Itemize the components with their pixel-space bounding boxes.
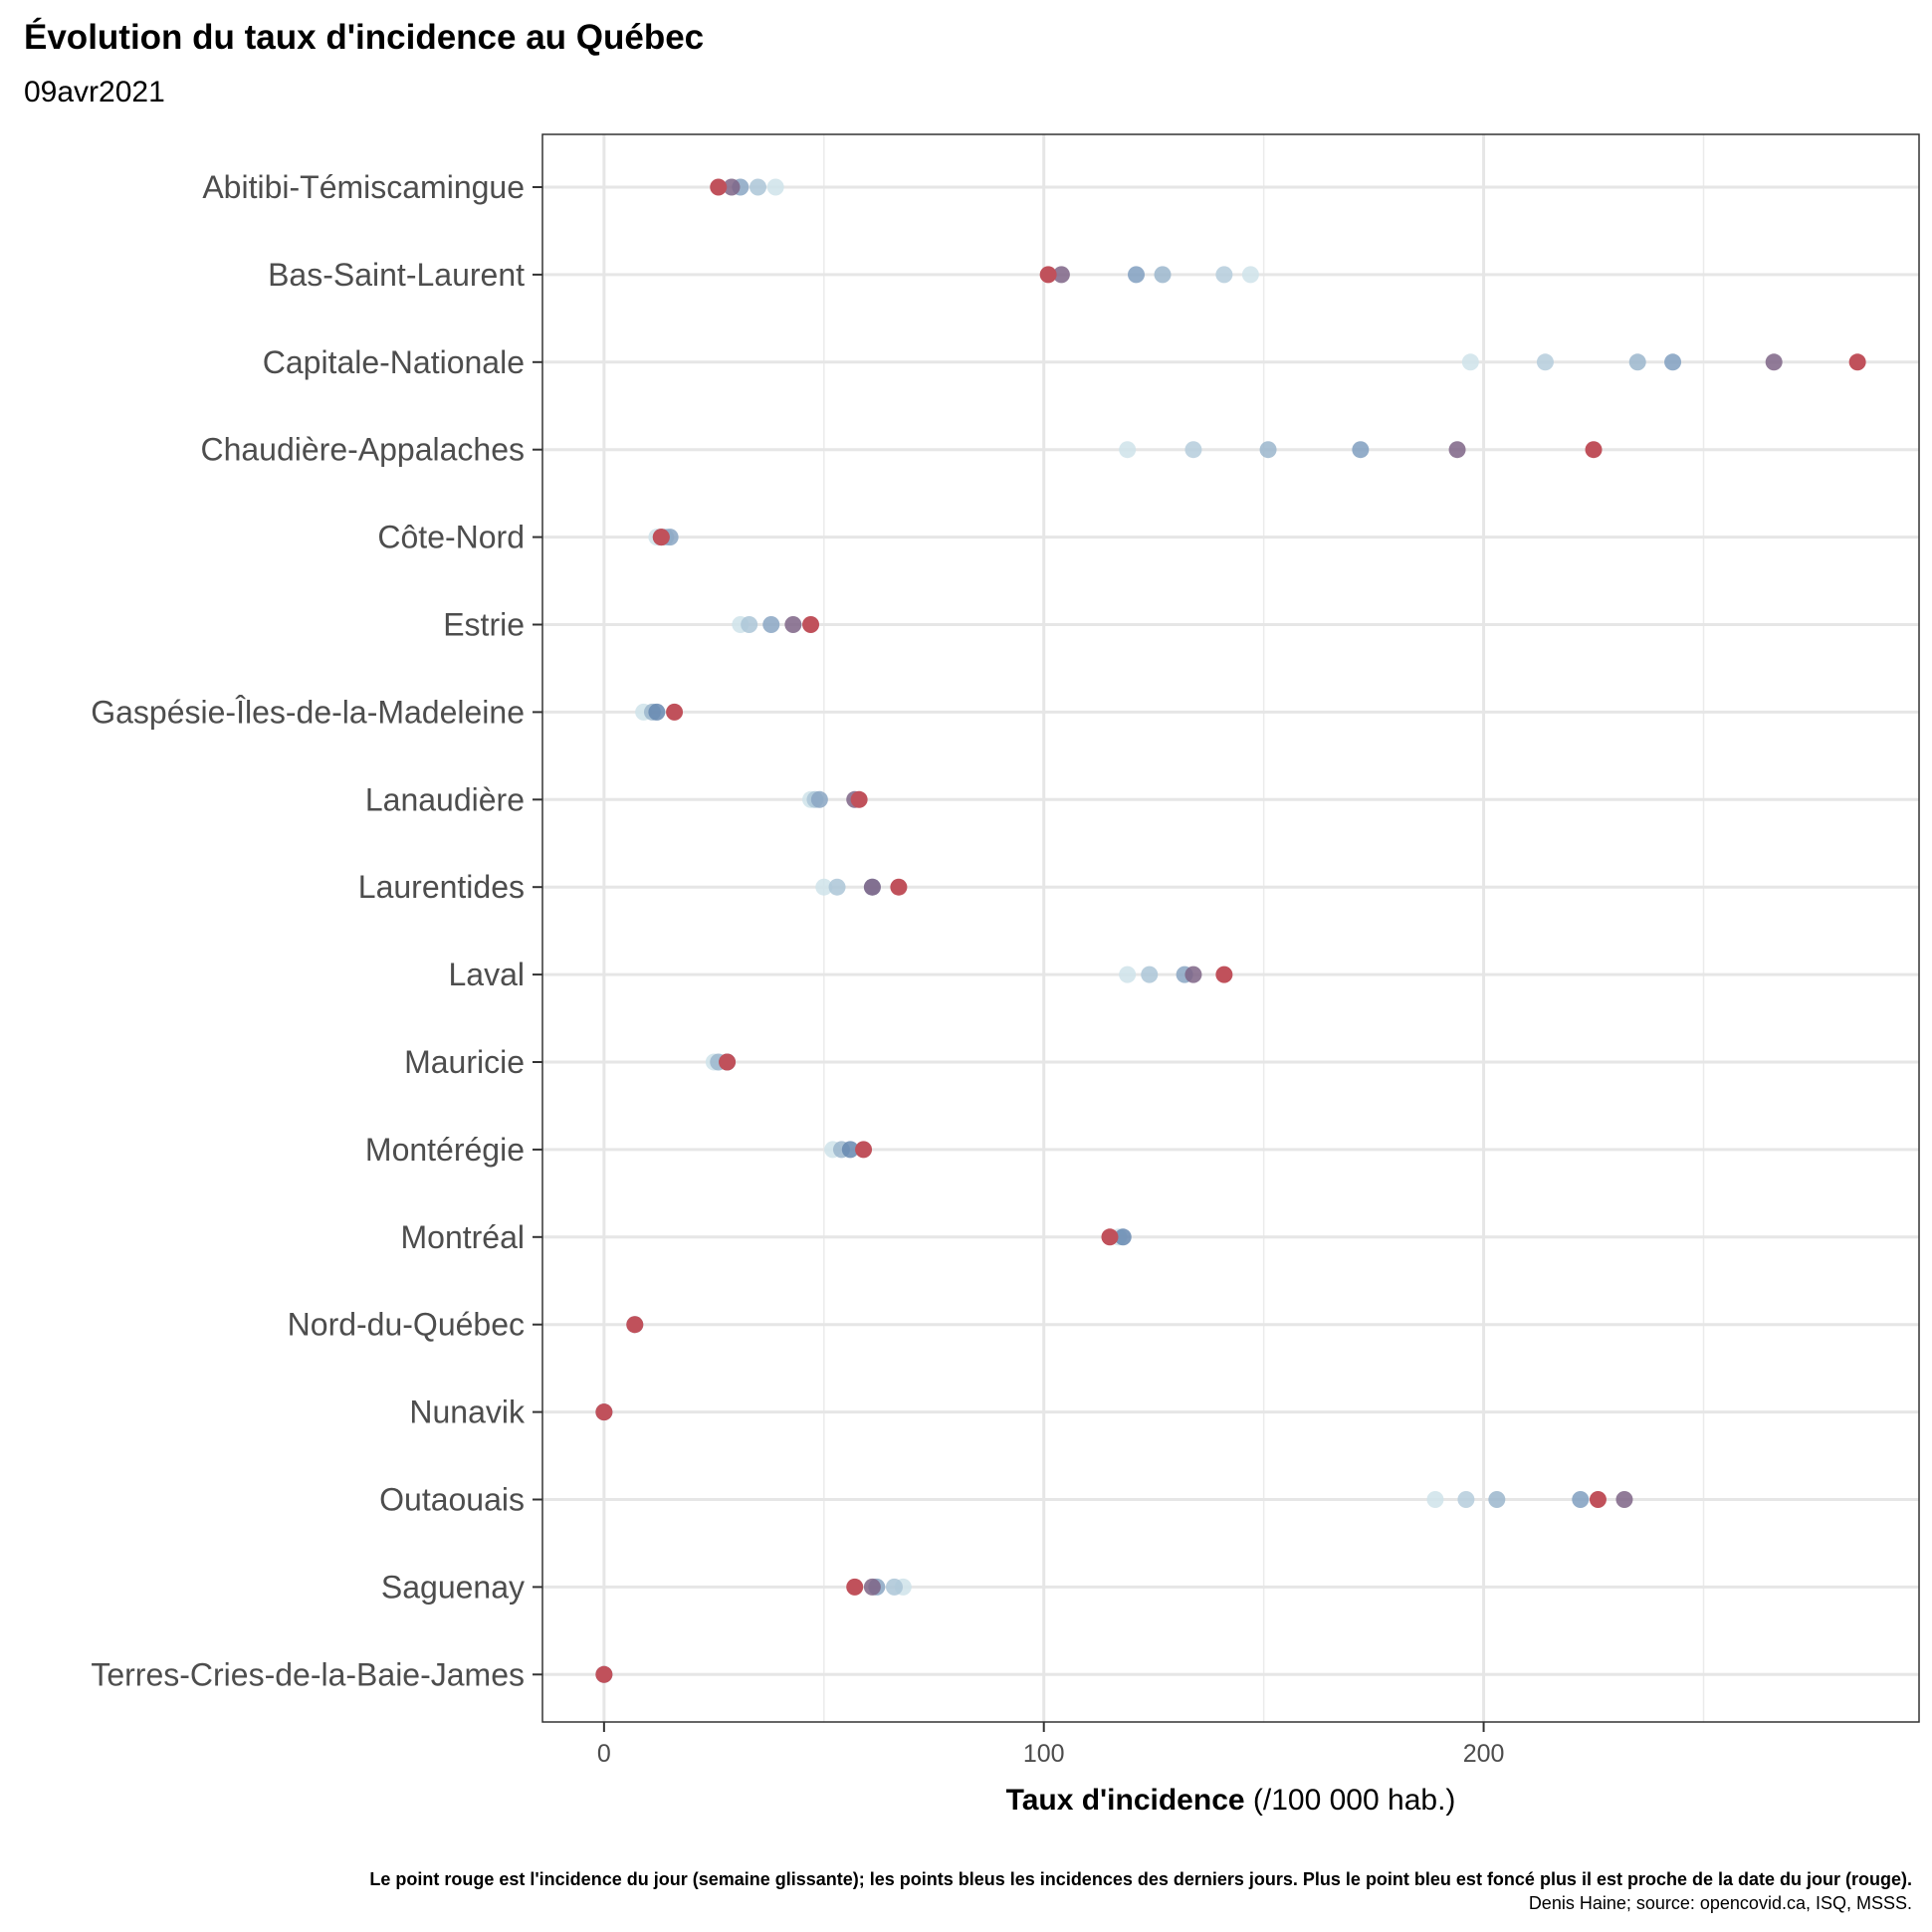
history-point bbox=[1184, 441, 1202, 459]
y-axis-label: Lanaudière bbox=[365, 781, 525, 817]
history-point bbox=[1426, 1491, 1444, 1508]
history-point bbox=[1628, 353, 1646, 371]
y-axis-label: Laval bbox=[449, 957, 526, 992]
history-point bbox=[784, 616, 802, 633]
history-point bbox=[1154, 266, 1172, 284]
today-point bbox=[719, 1053, 737, 1071]
history-point bbox=[863, 1578, 881, 1596]
history-point bbox=[1536, 353, 1554, 371]
history-point bbox=[1141, 966, 1159, 983]
y-axis-label: Gaspésie-Îles-de-la-Madeleine bbox=[91, 694, 525, 730]
y-axis-label: Mauricie bbox=[404, 1044, 525, 1080]
y-axis-label: Laurentides bbox=[358, 869, 525, 905]
history-point bbox=[828, 878, 846, 896]
today-point bbox=[652, 529, 670, 546]
y-axis-label: Saguenay bbox=[381, 1569, 525, 1605]
history-point bbox=[1664, 353, 1682, 371]
chart-source: Denis Haine; source: opencovid.ca, ISQ, … bbox=[1528, 1893, 1912, 1913]
history-point bbox=[1615, 1491, 1633, 1508]
history-point bbox=[815, 878, 833, 896]
today-point bbox=[1215, 966, 1233, 983]
history-point bbox=[1184, 966, 1202, 983]
x-tick-label: 0 bbox=[597, 1740, 611, 1768]
today-point bbox=[1039, 266, 1057, 284]
today-point bbox=[850, 790, 868, 808]
y-axis-label: Outaouais bbox=[379, 1482, 525, 1518]
today-point bbox=[802, 616, 820, 633]
chart-title: Évolution du taux d'incidence au Québec bbox=[24, 18, 705, 57]
y-axis-label: Montréal bbox=[401, 1219, 526, 1255]
chart-caption: Le point rouge est l'incidence du jour (… bbox=[369, 1869, 1912, 1889]
y-axis-label: Montérégie bbox=[365, 1132, 525, 1168]
history-point bbox=[648, 703, 666, 721]
today-point bbox=[1101, 1228, 1119, 1246]
x-axis-ticks: 0 100 200 bbox=[597, 1722, 1505, 1768]
history-point bbox=[766, 178, 784, 196]
history-point bbox=[1352, 441, 1370, 459]
history-point bbox=[1241, 266, 1259, 284]
y-axis-label: Nunavik bbox=[409, 1395, 526, 1430]
today-point bbox=[595, 1403, 613, 1421]
history-point bbox=[723, 178, 741, 196]
history-point bbox=[762, 616, 780, 633]
today-point bbox=[1589, 1491, 1607, 1508]
y-axis-label: Nord-du-Québec bbox=[288, 1307, 525, 1343]
today-point bbox=[595, 1665, 613, 1683]
y-axis-label: Capitale-Nationale bbox=[263, 344, 525, 380]
history-point bbox=[1461, 353, 1479, 371]
history-point bbox=[841, 1141, 859, 1159]
chart-subtitle: 09avr2021 bbox=[24, 76, 165, 108]
x-tick-label: 100 bbox=[1023, 1740, 1065, 1768]
history-point bbox=[1119, 966, 1137, 983]
history-point bbox=[1119, 441, 1137, 459]
today-point bbox=[710, 178, 728, 196]
y-axis-label: Bas-Saint-Laurent bbox=[268, 257, 525, 293]
x-axis-title-bold: Taux d'incidence bbox=[1006, 1784, 1245, 1817]
history-point bbox=[750, 178, 767, 196]
x-axis-title: Taux d'incidence (/100 000 hab.) bbox=[1006, 1784, 1456, 1817]
y-axis-label: Côte-Nord bbox=[377, 520, 525, 555]
history-point bbox=[1052, 266, 1070, 284]
history-point bbox=[1259, 441, 1277, 459]
today-point bbox=[846, 1578, 864, 1596]
history-point bbox=[810, 790, 828, 808]
today-point bbox=[626, 1316, 644, 1334]
history-point bbox=[863, 878, 881, 896]
y-axis-label: Chaudière-Appalaches bbox=[200, 432, 525, 468]
history-point bbox=[1572, 1491, 1590, 1508]
y-axis-label: Terres-Cries-de-la-Baie-James bbox=[91, 1656, 525, 1692]
dot-plot: Abitibi-Témiscamingue Bas-Saint-Laurent Ca… bbox=[91, 133, 1920, 1817]
today-point bbox=[855, 1141, 873, 1159]
history-point bbox=[1765, 353, 1783, 371]
today-point bbox=[1585, 441, 1603, 459]
y-axis-labels: Abitibi-Témiscamingue Bas-Saint-Laurent Ca… bbox=[91, 169, 542, 1692]
history-point bbox=[1457, 1491, 1475, 1508]
history-point bbox=[1114, 1228, 1132, 1246]
y-axis-label: Estrie bbox=[443, 607, 525, 643]
plot-panel bbox=[542, 134, 1919, 1722]
history-point bbox=[1128, 266, 1146, 284]
today-point bbox=[890, 878, 908, 896]
history-point bbox=[741, 616, 758, 633]
today-point bbox=[666, 703, 684, 721]
y-axis-label: Abitibi-Témiscamingue bbox=[202, 169, 525, 205]
history-point bbox=[1448, 441, 1466, 459]
plot-border bbox=[541, 133, 1920, 1723]
x-tick-label: 200 bbox=[1463, 1740, 1505, 1768]
x-axis-title-unit: (/100 000 hab.) bbox=[1245, 1784, 1456, 1817]
today-point bbox=[1848, 353, 1866, 371]
history-point bbox=[1488, 1491, 1506, 1508]
data-points bbox=[595, 178, 1866, 1683]
history-point bbox=[1215, 266, 1233, 284]
history-point bbox=[885, 1578, 903, 1596]
